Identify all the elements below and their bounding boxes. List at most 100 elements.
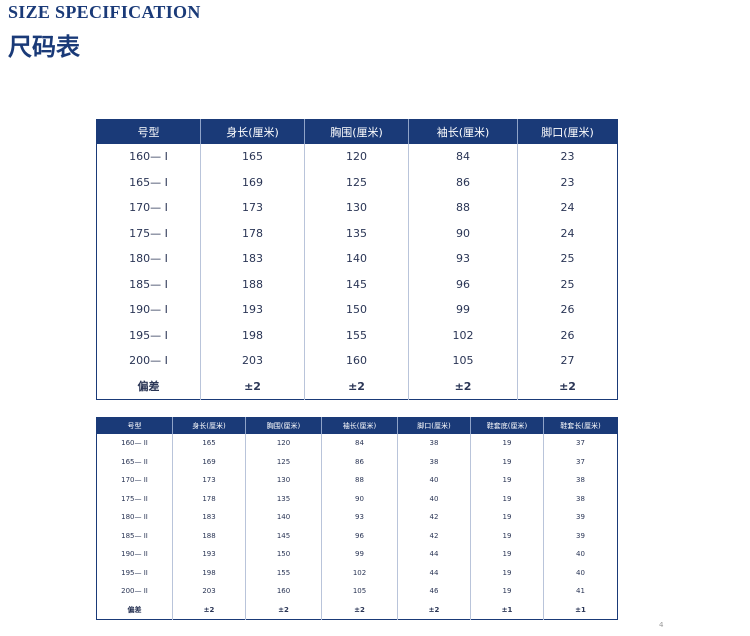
table-cell: 19 (470, 526, 544, 545)
table-body: 160— I 165 120 84 23 165— I 169 125 86 23 170— I 17… (97, 144, 618, 400)
page-mark: 4 (659, 621, 664, 629)
size-code-cell: 160— I (129, 150, 168, 164)
table-cell: 19 (470, 471, 544, 490)
table-cell: 173 (200, 195, 305, 221)
table-cell: 125 (245, 452, 322, 471)
table-cell: ±2 (517, 373, 618, 400)
table-cell: 130 (245, 471, 322, 490)
table-cell: 42 (397, 508, 471, 527)
table-row: 160— II 165 120 84 38 19 37 (97, 434, 618, 453)
table-cell: 19 (470, 563, 544, 582)
table-cell: 99 (321, 545, 398, 564)
table-cell: 90 (408, 220, 518, 246)
table-cell: 188 (172, 526, 246, 545)
table-cell: 93 (321, 508, 398, 527)
table-cell: 42 (397, 526, 471, 545)
table-row: 160— I 165 120 84 23 (97, 144, 618, 170)
table-cell: 165 (172, 434, 246, 453)
table-cell: 145 (245, 526, 322, 545)
size-code-cell: 185— I (129, 277, 168, 291)
column-header: 身长(厘米) (172, 417, 246, 434)
table-cell: 19 (470, 582, 544, 601)
size-table-type-i: 号型 身长(厘米) 胸围(厘米) 袖长(厘米) 脚口(厘米) 160— I 165 120 8… (96, 119, 618, 400)
table-row: 175— II 178 135 90 40 19 38 (97, 489, 618, 508)
table-cell: 193 (200, 297, 305, 323)
size-code-cell: 180— II (121, 513, 148, 522)
table-cell: 125 (304, 169, 409, 195)
table-cell: 19 (470, 545, 544, 564)
table-row: 165— I 169 125 86 23 (97, 169, 618, 195)
table-cell: 130 (304, 195, 409, 221)
table-cell: 38 (397, 452, 471, 471)
table-cell: 140 (245, 508, 322, 527)
table-cell: 23 (517, 169, 618, 195)
table-cell: 40 (397, 489, 471, 508)
table-cell: 169 (172, 452, 246, 471)
size-code-cell: 偏差 (137, 380, 160, 394)
table-cell: 24 (517, 195, 618, 221)
title-english: SIZE SPECIFICATION (8, 2, 201, 22)
table-cell: 99 (408, 297, 518, 323)
table-cell: 145 (304, 271, 409, 297)
table-cell: 40 (543, 545, 618, 564)
table-row: 170— I 173 130 88 24 (97, 195, 618, 221)
table-cell: 88 (321, 471, 398, 490)
column-header: 袖长(厘米) (408, 119, 518, 144)
column-header: 号型 (96, 119, 201, 144)
table-header-row: 号型 身长(厘米) 胸围(厘米) 袖长(厘米) 脚口(厘米) (96, 119, 618, 144)
table-cell: 38 (543, 489, 618, 508)
size-code-cell: 200— II (121, 587, 148, 596)
table-row: 200— II 203 160 105 46 19 41 (97, 582, 618, 601)
table-cell: 38 (397, 434, 471, 453)
table-row: 180— I 183 140 93 25 (97, 246, 618, 272)
column-header: 身长(厘米) (200, 119, 305, 144)
table-row: 165— II 169 125 86 38 19 37 (97, 452, 618, 471)
size-code-cell: 160— II (121, 439, 148, 448)
table-cell: 102 (321, 563, 398, 582)
table-cell: ±1 (470, 600, 544, 620)
table-cell: 96 (321, 526, 398, 545)
column-header: 袖长(厘米) (321, 417, 398, 434)
size-code-cell: 185— II (121, 531, 148, 540)
table-cell: 23 (517, 144, 618, 170)
table-row: 185— I 188 145 96 25 (97, 271, 618, 297)
table-cell: 183 (200, 246, 305, 272)
table-cell: 40 (543, 563, 618, 582)
table-cell: 39 (543, 508, 618, 527)
table-cell: 26 (517, 322, 618, 348)
table-cell: 135 (245, 489, 322, 508)
table-cell: 178 (172, 489, 246, 508)
column-header: 脚口(厘米) (517, 119, 618, 144)
column-header: 号型 (96, 417, 173, 434)
table-cell: 25 (517, 271, 618, 297)
table-row: 190— I 193 150 99 26 (97, 297, 618, 323)
table-cell: ±2 (321, 600, 398, 620)
table-body: 160— II 165 120 84 38 19 37 165— II 169 125 86 38 19… (97, 434, 618, 620)
table-row: 200— I 203 160 105 27 (97, 348, 618, 374)
size-code-cell: 195— II (121, 568, 148, 577)
table-cell: 150 (245, 545, 322, 564)
table-cell: 46 (397, 582, 471, 601)
table-row: 185— II 188 145 96 42 19 39 (97, 526, 618, 545)
table-row: 180— II 183 140 93 42 19 39 (97, 508, 618, 527)
size-code-cell: 偏差 (127, 605, 142, 614)
size-code-cell: 190— II (121, 550, 148, 559)
table-cell: 165 (200, 144, 305, 170)
table-cell: ±2 (397, 600, 471, 620)
table-cell: 44 (397, 563, 471, 582)
table-cell: 37 (543, 434, 618, 453)
size-code-cell: 200— I (129, 354, 168, 368)
table-cell: 19 (470, 452, 544, 471)
deviation-row: 偏差 ±2 ±2 ±2 ±2 ±1 ±1 (97, 600, 618, 620)
table-cell: 96 (408, 271, 518, 297)
table-cell: 40 (397, 471, 471, 490)
table-cell: 105 (408, 348, 518, 374)
size-code-cell: 180— I (129, 252, 168, 266)
table-cell: ±2 (245, 600, 322, 620)
table-cell: 19 (470, 434, 544, 453)
table-cell: 183 (172, 508, 246, 527)
size-code-cell: 190— I (129, 303, 168, 317)
table-cell: 150 (304, 297, 409, 323)
table-cell: 102 (408, 322, 518, 348)
table-cell: 27 (517, 348, 618, 374)
